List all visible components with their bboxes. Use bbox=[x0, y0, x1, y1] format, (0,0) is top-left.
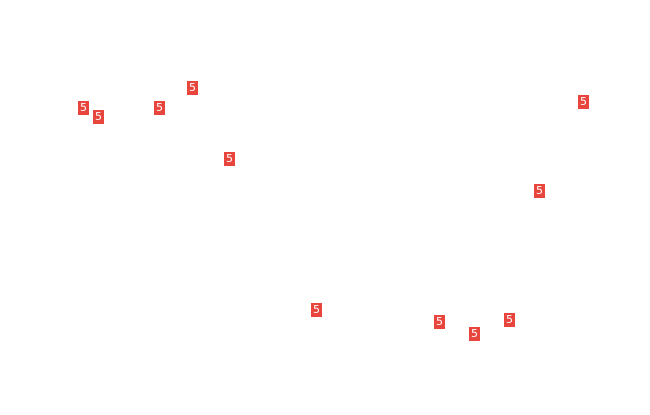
marker-label[interactable]: 5 bbox=[224, 152, 235, 166]
marker-label[interactable]: 5 bbox=[187, 81, 198, 95]
marker-label[interactable]: 5 bbox=[78, 101, 89, 115]
marker-label[interactable]: 5 bbox=[469, 327, 480, 341]
marker-label[interactable]: 5 bbox=[311, 303, 322, 317]
marker-label[interactable]: 5 bbox=[154, 101, 165, 115]
marker-label[interactable]: 5 bbox=[578, 95, 589, 109]
marker-label[interactable]: 5 bbox=[93, 110, 104, 124]
marker-label[interactable]: 5 bbox=[504, 313, 515, 327]
marker-label[interactable]: 5 bbox=[534, 184, 545, 198]
marker-label[interactable]: 5 bbox=[434, 315, 445, 329]
